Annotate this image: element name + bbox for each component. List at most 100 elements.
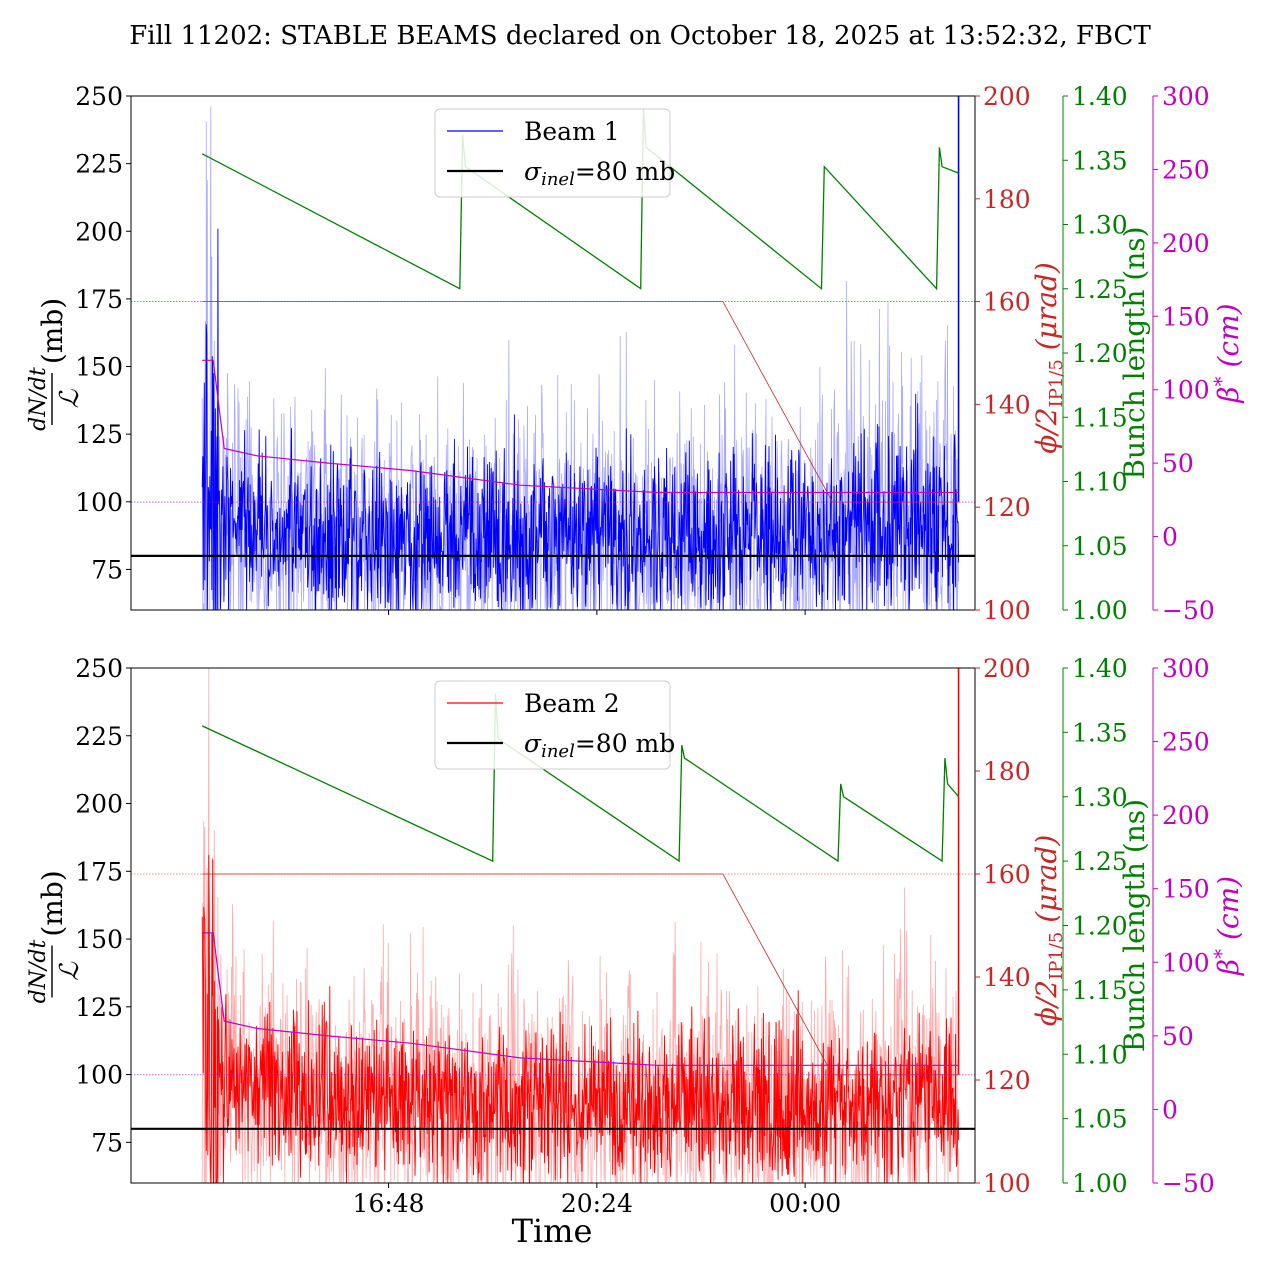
left-tick-label: 175: [75, 285, 123, 314]
phi-axis-label: ϕ/2IP1/5 (μrad): [1030, 835, 1067, 1027]
bunch-tick-label: 1.20: [1072, 912, 1128, 941]
bunch-tick-label: 1.35: [1072, 718, 1128, 747]
bunch-tick-label: 1.00: [1072, 1169, 1128, 1198]
chart-panels: 75 100 125 150 175 200 225 250 100 120 140 160 180 20…: [26, 82, 1245, 1218]
left-axis-label-den: ℒ: [55, 388, 85, 408]
beta-tick-label: −50: [1162, 596, 1215, 625]
plot-frame: [130, 667, 976, 1184]
legend-beam-label: Beam 2: [524, 689, 620, 718]
beta-tick-label: −50: [1162, 1169, 1215, 1198]
left-axis-label-unit: (mb): [36, 298, 69, 364]
beta-axis-label: β* (cm): [1209, 303, 1245, 403]
left-axis-label-num: dN/dt: [26, 940, 51, 1004]
phi-tick-label: 160: [983, 860, 1031, 889]
phi-tick-label: 100: [983, 1169, 1031, 1198]
legend: Beam 1 σinel=80 mb: [434, 108, 675, 198]
bunch-axis-label: Bunch length (ns): [1118, 799, 1151, 1052]
panel-top: 75 100 125 150 175 200 225 250 100 120 140 160 180 20…: [26, 82, 1245, 625]
bunch-tick-label: 1.40: [1072, 654, 1128, 683]
beta-tick-label: 250: [1162, 728, 1210, 757]
left-tick-label: 225: [75, 722, 123, 751]
bunch-tick-label: 1.25: [1072, 275, 1128, 304]
plot-frame: [130, 95, 976, 611]
panel-bottom: 75 100 125 150 175 200 225 250 100 120 140 160 180 20…: [26, 654, 1245, 1218]
bunch-tick-label: 1.15: [1072, 976, 1128, 1005]
bunch-tick-label: 1.05: [1072, 1105, 1128, 1134]
phi-tick-label: 160: [983, 288, 1031, 317]
left-tick-label: 100: [75, 1061, 123, 1090]
left-tick-label: 75: [91, 555, 123, 584]
beta-tick-label: 200: [1162, 229, 1210, 258]
phi-tick-label: 100: [983, 596, 1031, 625]
bunch-axis-label: Bunch length (ns): [1118, 226, 1151, 479]
bunch-tick-label: 1.10: [1072, 1040, 1128, 1069]
left-tick-label: 150: [75, 925, 123, 954]
bunch-tick-label: 1.15: [1072, 403, 1128, 432]
left-axis-label-den: ℒ: [55, 961, 85, 981]
phi-tick-label: 120: [983, 493, 1031, 522]
beta-star-line: [202, 932, 959, 1066]
left-tick-label: 125: [75, 993, 123, 1022]
phi-tick-label: 120: [983, 1066, 1031, 1095]
legend-sigma-label: σinel=80 mb: [524, 729, 675, 762]
bunch-tick-label: 1.10: [1072, 468, 1128, 497]
x-axis-label: Time: [512, 1212, 593, 1250]
legend-beam-label: Beam 1: [524, 117, 620, 146]
beam-trace: [201, 228, 960, 610]
left-tick-label: 175: [75, 857, 123, 886]
beta-tick-label: 50: [1162, 449, 1194, 478]
beta-tick-label: 0: [1162, 523, 1178, 552]
phi-tick-label: 140: [983, 390, 1031, 419]
x-tick-label: 20:24: [561, 1189, 633, 1218]
left-tick-label: 200: [75, 217, 123, 246]
chart-title: Fill 11202: STABLE BEAMS declared on Oct…: [129, 21, 1151, 51]
phi-tick-label: 180: [983, 757, 1031, 786]
beta-tick-label: 250: [1162, 155, 1210, 184]
beta-axis-label: β* (cm): [1209, 876, 1245, 976]
bunch-tick-label: 1.30: [1072, 783, 1128, 812]
beta-star-line: [202, 359, 959, 494]
crossing-angle-line: [202, 301, 959, 503]
beta-tick-label: 150: [1162, 302, 1210, 331]
phi-tick-label: 200: [983, 82, 1031, 111]
beta-tick-label: 100: [1162, 376, 1210, 405]
crossing-angle-line: [202, 873, 959, 1076]
beta-tick-label: 100: [1162, 948, 1210, 977]
left-tick-label: 200: [75, 790, 123, 819]
left-axis-label-num: dN/dt: [26, 367, 51, 431]
legend: Beam 2 σinel=80 mb: [434, 680, 675, 770]
phi-tick-label: 180: [983, 185, 1031, 214]
beta-tick-label: 300: [1162, 654, 1210, 683]
plot-area: [131, 668, 975, 1183]
bunch-tick-label: 1.35: [1072, 146, 1128, 175]
left-axis-label: dN/dt ℒ (mb): [26, 870, 85, 1003]
left-tick-label: 250: [75, 82, 123, 111]
legend-sigma-label: σinel=80 mb: [524, 157, 675, 190]
beta-tick-label: 300: [1162, 82, 1210, 111]
x-tick-label: 16:48: [353, 1189, 425, 1218]
left-axis-label-unit: (mb): [36, 870, 69, 936]
bunch-tick-label: 1.40: [1072, 82, 1128, 111]
bunch-tick-label: 1.20: [1072, 339, 1128, 368]
bunch-tick-label: 1.30: [1072, 211, 1128, 240]
bunch-tick-label: 1.00: [1072, 596, 1128, 625]
x-tick-label: 00:00: [769, 1189, 841, 1218]
phi-tick-label: 200: [983, 654, 1031, 683]
left-tick-label: 225: [75, 150, 123, 179]
left-tick-label: 75: [91, 1128, 123, 1157]
bunch-tick-label: 1.05: [1072, 532, 1128, 561]
beta-tick-label: 150: [1162, 875, 1210, 904]
bunch-tick-label: 1.25: [1072, 847, 1128, 876]
beta-tick-label: 200: [1162, 801, 1210, 830]
phi-axis-label: ϕ/2IP1/5 (μrad): [1030, 262, 1067, 454]
beam-trace: [201, 854, 960, 1183]
left-tick-label: 250: [75, 654, 123, 683]
left-tick-label: 150: [75, 353, 123, 382]
beta-tick-label: 50: [1162, 1022, 1194, 1051]
beta-tick-label: 0: [1162, 1095, 1178, 1124]
left-tick-label: 125: [75, 420, 123, 449]
phi-tick-label: 140: [983, 963, 1031, 992]
left-axis-label: dN/dt ℒ (mb): [26, 298, 85, 431]
left-tick-label: 100: [75, 488, 123, 517]
